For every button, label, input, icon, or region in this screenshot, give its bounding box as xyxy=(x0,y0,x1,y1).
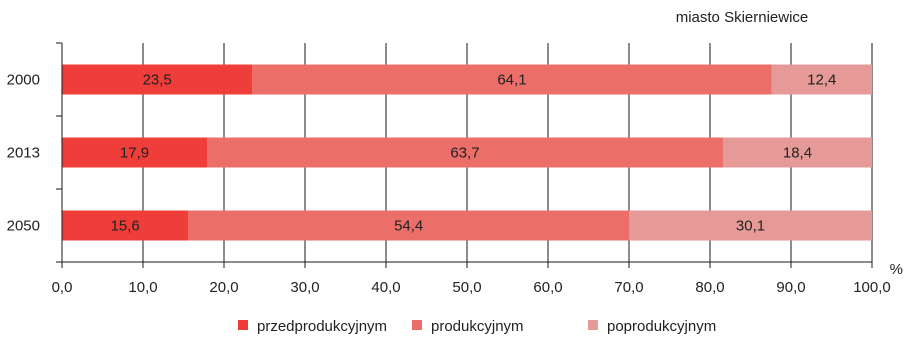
bars: 23,5 64,1 12,4 17,9 63,7 18,4 15,6 54,4 30,1 xyxy=(62,64,872,241)
legend-label: poprodukcyjnym xyxy=(607,318,716,335)
data-label: 12,4 xyxy=(807,72,836,89)
bar-produkcyjnym-2050 xyxy=(188,210,630,241)
category-label: 2050 xyxy=(7,218,40,235)
axes: 2000 2013 2050 0,0 10,0 20,0 30,0 40,0 50,0 60,0 7… xyxy=(7,42,891,296)
legend-swatch-poprodukcyjnym xyxy=(588,320,598,330)
x-tick-label: 30,0 xyxy=(290,279,319,296)
category-label: 2000 xyxy=(7,72,40,89)
x-tick-label: 40,0 xyxy=(371,279,400,296)
bar-produkcyjnym-2000 xyxy=(252,64,772,95)
bar-przedprodukcyjnym-2050 xyxy=(62,210,189,241)
legend-swatch-produkcyjnym xyxy=(412,320,422,330)
x-tick-label: 100,0 xyxy=(853,279,891,296)
chart-annotation: miasto Skierniewice xyxy=(676,9,809,26)
x-tick-label: 60,0 xyxy=(533,279,562,296)
bar-poprodukcyjnym-2000 xyxy=(771,64,872,95)
bar-poprodukcyjnym-2013 xyxy=(722,137,872,168)
bar-przedprodukcyjnym-2013 xyxy=(62,137,207,168)
x-tick-label: 80,0 xyxy=(695,279,724,296)
legend-swatch-przedprodukcyjnym xyxy=(238,320,248,330)
x-tick-label: 50,0 xyxy=(452,279,481,296)
data-label: 15,6 xyxy=(111,218,140,235)
x-tick-label: 20,0 xyxy=(209,279,238,296)
x-tick-label: 0,0 xyxy=(52,279,73,296)
data-label: 63,7 xyxy=(450,145,479,162)
bar-poprodukcyjnym-2050 xyxy=(629,210,872,241)
category-label: 2013 xyxy=(7,145,40,162)
x-tick-label: 70,0 xyxy=(614,279,643,296)
data-label: 54,4 xyxy=(394,218,423,235)
data-label: 64,1 xyxy=(497,72,526,89)
legend-label: produkcyjnym xyxy=(431,318,524,335)
bar-produkcyjnym-2013 xyxy=(206,137,723,168)
legend: przedprodukcyjnym produkcyjnym poprodukcyj… xyxy=(238,318,716,335)
bar-przedprodukcyjnym-2000 xyxy=(62,64,253,95)
data-label: 18,4 xyxy=(783,145,812,162)
x-tick-label: 10,0 xyxy=(128,279,157,296)
x-tick-label: 90,0 xyxy=(776,279,805,296)
legend-label: przedprodukcyjnym xyxy=(257,318,387,335)
data-label: 23,5 xyxy=(143,72,172,89)
data-label: 17,9 xyxy=(120,145,149,162)
unit-label: % xyxy=(890,261,903,278)
data-label: 30,1 xyxy=(736,218,765,235)
